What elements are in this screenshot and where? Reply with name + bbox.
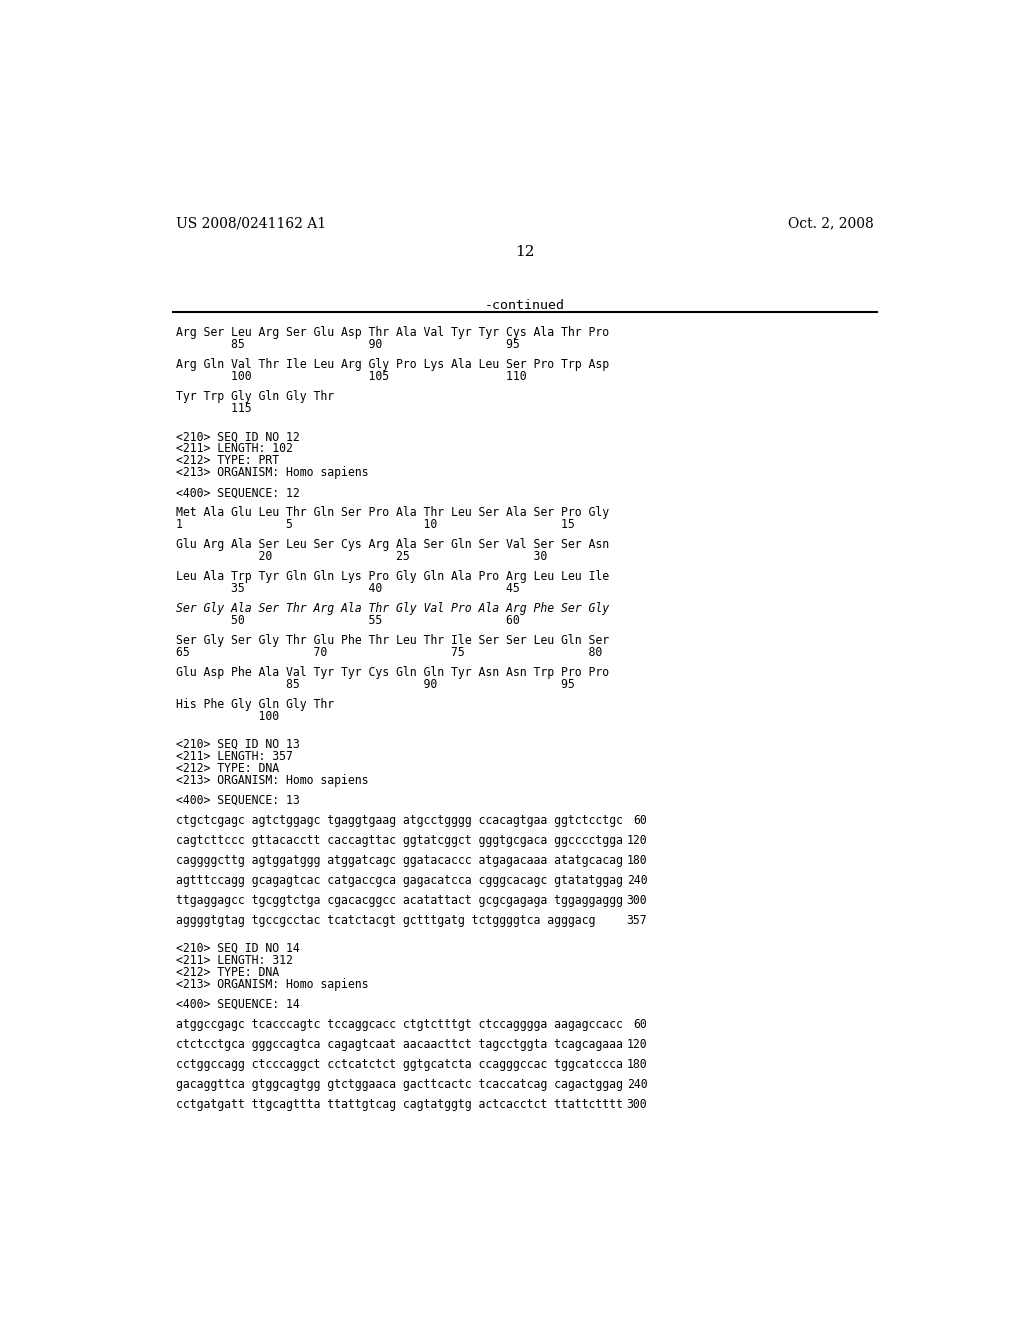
Text: 180: 180 bbox=[627, 1057, 647, 1071]
Text: 240: 240 bbox=[627, 1077, 647, 1090]
Text: cctgatgatt ttgcagttta ttattgtcag cagtatggtg actcacctct ttattctttt: cctgatgatt ttgcagttta ttattgtcag cagtatg… bbox=[176, 1098, 623, 1111]
Text: 60: 60 bbox=[634, 813, 647, 826]
Text: gacaggttca gtggcagtgg gtctggaaca gacttcactc tcaccatcag cagactggag: gacaggttca gtggcagtgg gtctggaaca gacttca… bbox=[176, 1077, 623, 1090]
Text: <211> LENGTH: 357: <211> LENGTH: 357 bbox=[176, 750, 293, 763]
Text: 300: 300 bbox=[627, 1098, 647, 1111]
Text: 115: 115 bbox=[176, 403, 252, 414]
Text: Arg Gln Val Thr Ile Leu Arg Gly Pro Lys Ala Leu Ser Pro Trp Asp: Arg Gln Val Thr Ile Leu Arg Gly Pro Lys … bbox=[176, 358, 609, 371]
Text: Glu Asp Phe Ala Val Tyr Tyr Cys Gln Gln Tyr Asn Asn Trp Pro Pro: Glu Asp Phe Ala Val Tyr Tyr Cys Gln Gln … bbox=[176, 665, 609, 678]
Text: <210> SEQ ID NO 14: <210> SEQ ID NO 14 bbox=[176, 942, 300, 954]
Text: Leu Ala Trp Tyr Gln Gln Lys Pro Gly Gln Ala Pro Arg Leu Leu Ile: Leu Ala Trp Tyr Gln Gln Lys Pro Gly Gln … bbox=[176, 570, 609, 583]
Text: 120: 120 bbox=[627, 834, 647, 846]
Text: ctctcctgca gggccagtca cagagtcaat aacaacttct tagcctggta tcagcagaaa: ctctcctgca gggccagtca cagagtcaat aacaact… bbox=[176, 1038, 623, 1051]
Text: <400> SEQUENCE: 14: <400> SEQUENCE: 14 bbox=[176, 998, 300, 1011]
Text: 35                  40                  45: 35 40 45 bbox=[176, 582, 520, 595]
Text: 85                  90                  95: 85 90 95 bbox=[176, 338, 520, 351]
Text: <400> SEQUENCE: 12: <400> SEQUENCE: 12 bbox=[176, 486, 300, 499]
Text: 300: 300 bbox=[627, 894, 647, 907]
Text: cagtcttccc gttacacctt caccagttac ggtatcggct gggtgcgaca ggcccctgga: cagtcttccc gttacacctt caccagttac ggtatcg… bbox=[176, 834, 623, 846]
Text: His Phe Gly Gln Gly Thr: His Phe Gly Gln Gly Thr bbox=[176, 698, 334, 710]
Text: US 2008/0241162 A1: US 2008/0241162 A1 bbox=[176, 216, 327, 230]
Text: 85                  90                  95: 85 90 95 bbox=[176, 677, 574, 690]
Text: Arg Ser Leu Arg Ser Glu Asp Thr Ala Val Tyr Tyr Cys Ala Thr Pro: Arg Ser Leu Arg Ser Glu Asp Thr Ala Val … bbox=[176, 326, 609, 339]
Text: 180: 180 bbox=[627, 854, 647, 867]
Text: Ser Gly Ser Gly Thr Glu Phe Thr Leu Thr Ile Ser Ser Leu Gln Ser: Ser Gly Ser Gly Thr Glu Phe Thr Leu Thr … bbox=[176, 634, 609, 647]
Text: agtttccagg gcagagtcac catgaccgca gagacatcca cgggcacagc gtatatggag: agtttccagg gcagagtcac catgaccgca gagacat… bbox=[176, 874, 623, 887]
Text: cctggccagg ctcccaggct cctcatctct ggtgcatcta ccagggccac tggcatccca: cctggccagg ctcccaggct cctcatctct ggtgcat… bbox=[176, 1057, 623, 1071]
Text: <213> ORGANISM: Homo sapiens: <213> ORGANISM: Homo sapiens bbox=[176, 774, 369, 787]
Text: 60: 60 bbox=[634, 1018, 647, 1031]
Text: Glu Arg Ala Ser Leu Ser Cys Arg Ala Ser Gln Ser Val Ser Ser Asn: Glu Arg Ala Ser Leu Ser Cys Arg Ala Ser … bbox=[176, 539, 609, 550]
Text: <211> LENGTH: 312: <211> LENGTH: 312 bbox=[176, 954, 293, 966]
Text: Met Ala Glu Leu Thr Gln Ser Pro Ala Thr Leu Ser Ala Ser Pro Gly: Met Ala Glu Leu Thr Gln Ser Pro Ala Thr … bbox=[176, 506, 609, 519]
Text: Oct. 2, 2008: Oct. 2, 2008 bbox=[787, 216, 873, 230]
Text: 50                  55                  60: 50 55 60 bbox=[176, 614, 520, 627]
Text: 100                 105                 110: 100 105 110 bbox=[176, 370, 526, 383]
Text: <212> TYPE: DNA: <212> TYPE: DNA bbox=[176, 762, 280, 775]
Text: <211> LENGTH: 102: <211> LENGTH: 102 bbox=[176, 442, 293, 455]
Text: ttgaggagcc tgcggtctga cgacacggcc acatattact gcgcgagaga tggaggaggg: ttgaggagcc tgcggtctga cgacacggcc acatatt… bbox=[176, 894, 623, 907]
Text: <213> ORGANISM: Homo sapiens: <213> ORGANISM: Homo sapiens bbox=[176, 466, 369, 479]
Text: 12: 12 bbox=[515, 244, 535, 259]
Text: 20                  25                  30: 20 25 30 bbox=[176, 550, 547, 562]
Text: 100: 100 bbox=[176, 710, 280, 723]
Text: <212> TYPE: PRT: <212> TYPE: PRT bbox=[176, 454, 280, 467]
Text: 357: 357 bbox=[627, 913, 647, 927]
Text: <210> SEQ ID NO 13: <210> SEQ ID NO 13 bbox=[176, 738, 300, 751]
Text: -continued: -continued bbox=[484, 300, 565, 313]
Text: Tyr Trp Gly Gln Gly Thr: Tyr Trp Gly Gln Gly Thr bbox=[176, 391, 334, 403]
Text: 240: 240 bbox=[627, 874, 647, 887]
Text: caggggcttg agtggatggg atggatcagc ggatacaccc atgagacaaa atatgcacag: caggggcttg agtggatggg atggatcagc ggataca… bbox=[176, 854, 623, 867]
Text: 65                  70                  75                  80: 65 70 75 80 bbox=[176, 645, 602, 659]
Text: <213> ORGANISM: Homo sapiens: <213> ORGANISM: Homo sapiens bbox=[176, 978, 369, 991]
Text: <400> SEQUENCE: 13: <400> SEQUENCE: 13 bbox=[176, 793, 300, 807]
Text: <212> TYPE: DNA: <212> TYPE: DNA bbox=[176, 966, 280, 978]
Text: Ser Gly Ala Ser Thr Arg Ala Thr Gly Val Pro Ala Arg Phe Ser Gly: Ser Gly Ala Ser Thr Arg Ala Thr Gly Val … bbox=[176, 602, 609, 615]
Text: atggccgagc tcacccagtc tccaggcacc ctgtctttgt ctccagggga aagagccacc: atggccgagc tcacccagtc tccaggcacc ctgtctt… bbox=[176, 1018, 623, 1031]
Text: <210> SEQ ID NO 12: <210> SEQ ID NO 12 bbox=[176, 430, 300, 444]
Text: aggggtgtag tgccgcctac tcatctacgt gctttgatg tctggggtca agggacg: aggggtgtag tgccgcctac tcatctacgt gctttga… bbox=[176, 913, 595, 927]
Text: ctgctcgagc agtctggagc tgaggtgaag atgcctgggg ccacagtgaa ggtctcctgc: ctgctcgagc agtctggagc tgaggtgaag atgcctg… bbox=[176, 813, 623, 826]
Text: 120: 120 bbox=[627, 1038, 647, 1051]
Text: 1               5                   10                  15: 1 5 10 15 bbox=[176, 517, 574, 531]
